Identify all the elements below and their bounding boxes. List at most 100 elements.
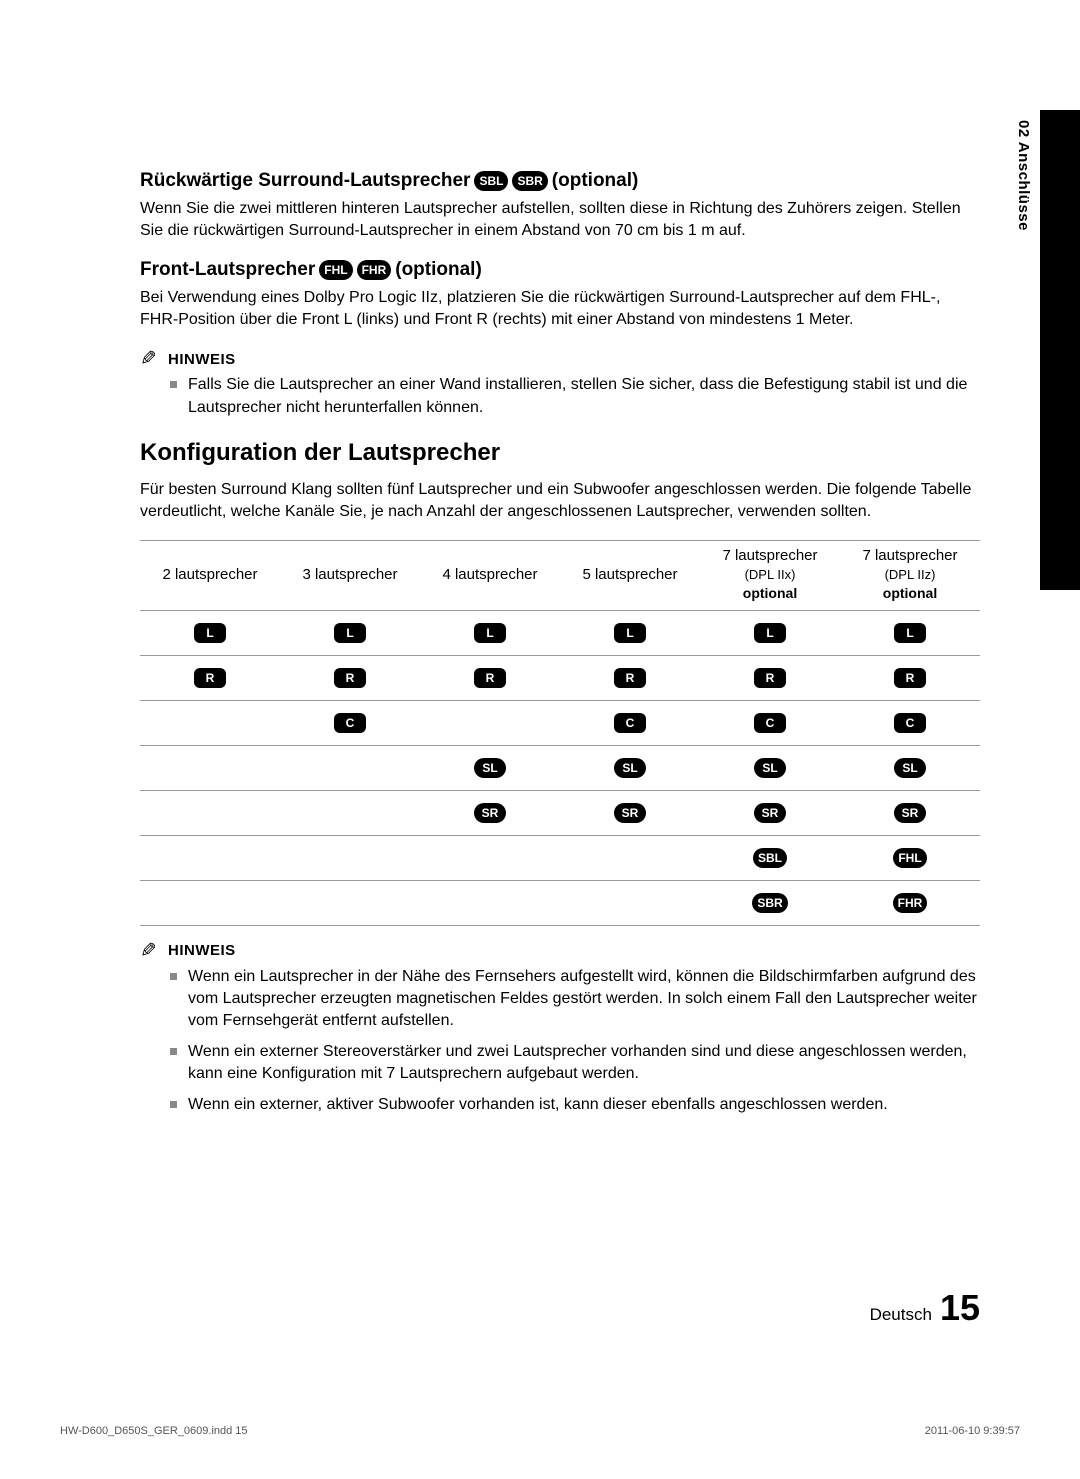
table-cell: R bbox=[700, 655, 840, 700]
table-cell: L bbox=[700, 610, 840, 655]
l-icon: L bbox=[754, 623, 786, 643]
list-item: Wenn ein externer, aktiver Subwoofer vor… bbox=[170, 1094, 980, 1116]
table-cell bbox=[140, 835, 280, 880]
table-cell: SR bbox=[420, 790, 560, 835]
footer-page-number: 15 bbox=[940, 1287, 980, 1329]
table-row: SBR FHR bbox=[140, 880, 980, 925]
l-icon: L bbox=[894, 623, 926, 643]
hinweis-label: HINWEIS bbox=[168, 351, 236, 368]
sbr-icon: SBR bbox=[752, 893, 787, 913]
config-heading: Konfiguration der Lautsprecher bbox=[140, 439, 980, 467]
table-cell: SBL bbox=[700, 835, 840, 880]
table-cell: SR bbox=[840, 790, 980, 835]
table-row: SL SL SL SL bbox=[140, 745, 980, 790]
table-cell: C bbox=[280, 700, 420, 745]
table-cell: L bbox=[140, 610, 280, 655]
table-cell: SL bbox=[560, 745, 700, 790]
print-meta: HW-D600_D650S_GER_0609.indd 15 2011-06-1… bbox=[60, 1425, 1020, 1437]
col-2sp: 2 lautsprecher bbox=[140, 541, 280, 610]
side-tab-black bbox=[1040, 110, 1080, 590]
c-icon: C bbox=[894, 713, 926, 733]
table-cell: L bbox=[420, 610, 560, 655]
table-cell bbox=[280, 790, 420, 835]
l-icon: L bbox=[614, 623, 646, 643]
list-item: Wenn ein externer Stereoverstärker und z… bbox=[170, 1041, 980, 1086]
table-cell: SL bbox=[840, 745, 980, 790]
sl-icon: SL bbox=[474, 758, 506, 778]
table-header-row: 2 lautsprecher 3 lautsprecher 4 lautspre… bbox=[140, 541, 980, 610]
r-icon: R bbox=[334, 668, 366, 688]
table-cell bbox=[280, 835, 420, 880]
table-cell: C bbox=[840, 700, 980, 745]
meta-file: HW-D600_D650S_GER_0609.indd 15 bbox=[60, 1425, 248, 1437]
col-7sp-iix: 7 lautsprecher (DPL IIx) optional bbox=[700, 541, 840, 610]
note-list-2: Wenn ein Lautsprecher in der Nähe des Fe… bbox=[170, 966, 980, 1116]
l-icon: L bbox=[194, 623, 226, 643]
table-row: LLLLLL bbox=[140, 610, 980, 655]
table-cell: SL bbox=[700, 745, 840, 790]
rear-surround-heading: Rückwärtige Surround-Lautsprecher SBL SB… bbox=[140, 170, 980, 192]
sr-icon: SR bbox=[614, 803, 646, 823]
table-row: SR SR SR SR bbox=[140, 790, 980, 835]
note-list-1: Falls Sie die Lautsprecher an einer Wand… bbox=[170, 374, 980, 419]
meta-stamp: 2011-06-10 9:39:57 bbox=[925, 1425, 1020, 1437]
r-icon: R bbox=[614, 668, 646, 688]
table-cell bbox=[140, 745, 280, 790]
c-icon: C bbox=[754, 713, 786, 733]
table-cell bbox=[420, 700, 560, 745]
table-cell: R bbox=[560, 655, 700, 700]
sbl-icon: SBL bbox=[753, 848, 787, 868]
col-7sp-iiz: 7 lautsprecher (DPL IIz) optional bbox=[840, 541, 980, 610]
table-cell bbox=[140, 880, 280, 925]
table-cell: SL bbox=[420, 745, 560, 790]
table-cell: SR bbox=[700, 790, 840, 835]
table-cell: C bbox=[560, 700, 700, 745]
list-item: Wenn ein Lautsprecher in der Nähe des Fe… bbox=[170, 966, 980, 1033]
fhr-icon: FHR bbox=[357, 260, 392, 280]
sl-icon: SL bbox=[614, 758, 646, 778]
sr-icon: SR bbox=[894, 803, 926, 823]
sbr-icon: SBR bbox=[512, 171, 547, 191]
table-cell: FHR bbox=[840, 880, 980, 925]
fhl-icon: FHL bbox=[893, 848, 926, 868]
sbl-icon: SBL bbox=[474, 171, 508, 191]
table-cell: SBR bbox=[700, 880, 840, 925]
pencil-icon bbox=[140, 348, 162, 370]
heading-text: Rückwärtige Surround-Lautsprecher bbox=[140, 170, 470, 192]
sr-icon: SR bbox=[474, 803, 506, 823]
front-speaker-body: Bei Verwendung eines Dolby Pro Logic IIz… bbox=[140, 287, 980, 330]
l-icon: L bbox=[474, 623, 506, 643]
table-cell: L bbox=[560, 610, 700, 655]
table-row: SBL FHL bbox=[140, 835, 980, 880]
page-footer: Deutsch 15 bbox=[870, 1287, 980, 1329]
r-icon: R bbox=[474, 668, 506, 688]
table-cell: SR bbox=[560, 790, 700, 835]
heading-text: Front-Lautsprecher bbox=[140, 259, 315, 281]
front-speaker-heading: Front-Lautsprecher FHL FHR (optional) bbox=[140, 259, 980, 281]
c-icon: C bbox=[614, 713, 646, 733]
sr-icon: SR bbox=[754, 803, 786, 823]
table-cell: R bbox=[280, 655, 420, 700]
config-intro: Für besten Surround Klang sollten fünf L… bbox=[140, 479, 980, 522]
footer-lang: Deutsch bbox=[870, 1305, 932, 1325]
table-cell bbox=[280, 745, 420, 790]
r-icon: R bbox=[194, 668, 226, 688]
col-3sp: 3 lautsprecher bbox=[280, 541, 420, 610]
table-cell bbox=[280, 880, 420, 925]
table-cell bbox=[420, 880, 560, 925]
optional-label: (optional) bbox=[552, 170, 639, 192]
hinweis-label: HINWEIS bbox=[168, 942, 236, 959]
table-cell bbox=[140, 700, 280, 745]
table-cell bbox=[560, 880, 700, 925]
col-5sp: 5 lautsprecher bbox=[560, 541, 700, 610]
c-icon: C bbox=[334, 713, 366, 733]
table-row: CCCC bbox=[140, 700, 980, 745]
table-cell: FHL bbox=[840, 835, 980, 880]
sl-icon: SL bbox=[754, 758, 786, 778]
fhl-icon: FHL bbox=[319, 260, 352, 280]
l-icon: L bbox=[334, 623, 366, 643]
table-cell bbox=[560, 835, 700, 880]
table-cell: L bbox=[840, 610, 980, 655]
manual-page: 02 Anschlüsse Rückwärtige Surround-Lauts… bbox=[0, 0, 1080, 1479]
table-cell bbox=[140, 790, 280, 835]
